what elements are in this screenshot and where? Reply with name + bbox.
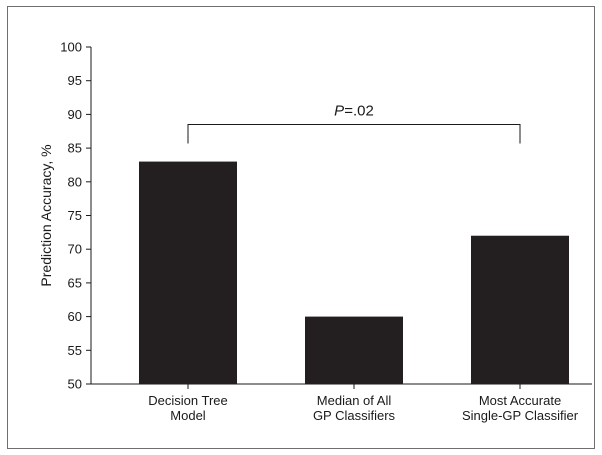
y-tick-label: 75 <box>68 208 82 223</box>
y-tick-label: 65 <box>68 275 82 290</box>
bar <box>139 161 237 384</box>
x-category-label: Single-GP Classifier <box>462 408 579 423</box>
p-value-annotation: P=.02 <box>334 103 374 120</box>
y-tick-label: 50 <box>68 377 82 392</box>
y-tick-label: 95 <box>68 73 82 88</box>
p-value-number: =.02 <box>344 103 374 120</box>
y-tick-label: 90 <box>68 107 82 122</box>
y-axis-title: Prediction Accuracy, % <box>38 144 54 286</box>
x-category-label: Most Accurate <box>479 393 561 408</box>
x-category-label: Median of All <box>317 393 392 408</box>
y-tick-label: 70 <box>68 242 82 257</box>
p-value-symbol: P <box>334 103 344 120</box>
x-category-label: Decision Tree <box>148 393 227 408</box>
y-tick-label: 60 <box>68 309 82 324</box>
bar <box>305 316 403 384</box>
bar <box>471 235 569 384</box>
y-tick-label: 80 <box>68 174 82 189</box>
y-tick-label: 55 <box>68 343 82 358</box>
significance-bracket <box>187 124 521 144</box>
y-tick-label: 85 <box>68 141 82 156</box>
x-category-label: GP Classifiers <box>313 408 396 423</box>
y-tick-label: 100 <box>60 40 82 55</box>
chart-frame <box>7 6 595 449</box>
x-category-label: Model <box>170 408 206 423</box>
